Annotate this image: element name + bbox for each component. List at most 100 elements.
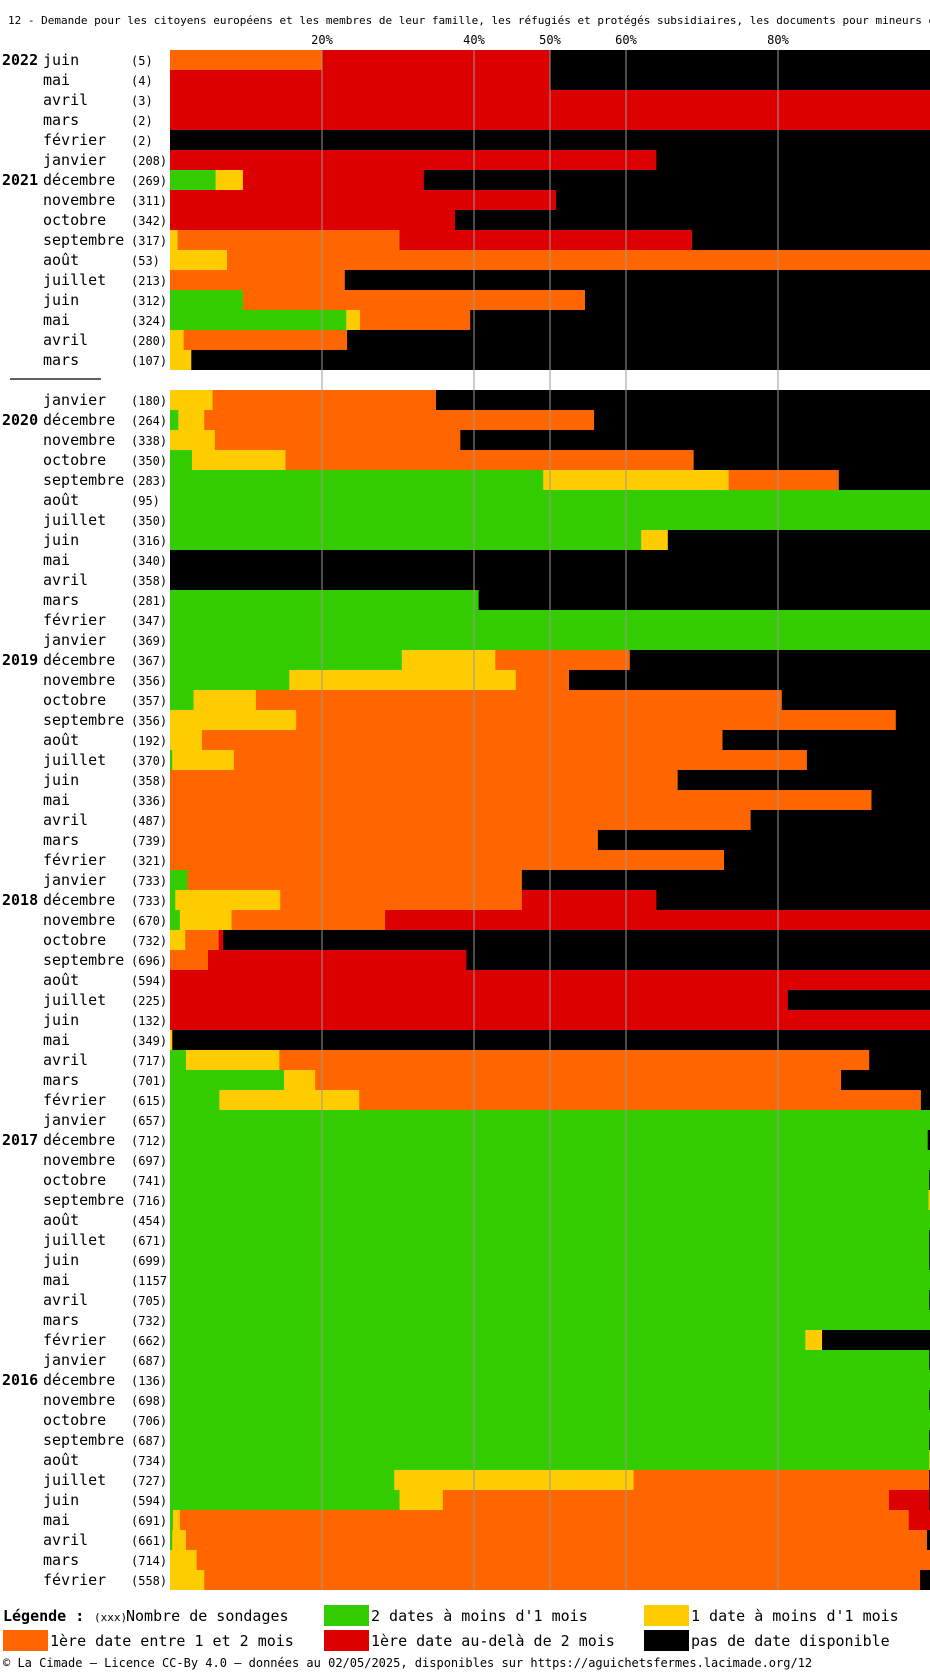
month-label: avril (43, 1531, 88, 1549)
legend-title: Légende : (3, 1607, 84, 1625)
bar-segment-black (838, 470, 930, 490)
bar-segment-black (478, 590, 930, 610)
bar-segment-yellow (805, 1330, 823, 1350)
bar-segment-yellow (175, 890, 281, 910)
x-tick-label: 20% (311, 33, 333, 47)
month-label: mars (43, 1551, 79, 1569)
bar-segment-orange (728, 470, 840, 490)
bar-segment-black (871, 790, 930, 810)
count-label: (733) (131, 874, 167, 888)
month-label: juin (43, 1251, 79, 1269)
bar-segment-orange (183, 330, 348, 350)
bar-segment-green (170, 1330, 806, 1350)
month-label: octobre (43, 1171, 106, 1189)
year-label: 2016 (2, 1371, 38, 1389)
bar-segment-orange (170, 830, 599, 850)
bar-segment-green (170, 170, 216, 190)
bar-segment-orange (315, 1070, 842, 1090)
bar-segment-yellow (172, 1530, 187, 1550)
month-label: novembre (43, 1151, 115, 1169)
count-label: (349) (131, 1034, 167, 1048)
bar-segment-green (170, 670, 290, 690)
bar-segment-red (385, 910, 930, 930)
bar-segment-yellow (170, 1030, 173, 1050)
bar-segment-orange (515, 670, 570, 690)
bar-segment-black (521, 870, 930, 890)
count-label: (213) (131, 274, 167, 288)
legend-label-orange: 1ère date entre 1 et 2 mois (50, 1632, 294, 1650)
bar-segment-black (722, 730, 930, 750)
bar-segment-orange (360, 310, 471, 330)
legend: Légende : (xxx) Nombre de sondages 2 dat… (3, 1605, 899, 1651)
count-label: (136) (131, 1374, 167, 1388)
count-label: (338) (131, 434, 167, 448)
x-tick-label: 60% (615, 33, 637, 47)
month-label: mars (43, 1311, 79, 1329)
bar-segment-yellow (394, 1470, 634, 1490)
month-label: mai (43, 71, 70, 89)
bar-segment-black (926, 1530, 930, 1550)
count-label: (699) (131, 1254, 167, 1268)
month-label: juillet (43, 751, 106, 769)
count-label: (53) (131, 254, 160, 268)
count-label: (225) (131, 994, 167, 1008)
bar-segment-black (460, 430, 930, 450)
count-label: (3) (131, 94, 153, 108)
bar-segment-orange (279, 1050, 870, 1070)
bar-segment-black (470, 310, 930, 330)
bar-segment-orange (442, 1490, 890, 1510)
legend-swatch-green (324, 1605, 369, 1626)
bar-segment-yellow (346, 310, 361, 330)
bar-segment-red (322, 50, 551, 70)
month-label: janvier (43, 151, 106, 169)
x-tick-labels: 20% 40% 50% 60% 80% (311, 33, 789, 47)
count-label: (706) (131, 1414, 167, 1428)
bar-segment-black (920, 1570, 930, 1590)
month-label: août (43, 1211, 79, 1229)
count-label: (487) (131, 814, 167, 828)
bar-segment-yellow (170, 930, 186, 950)
month-label: décembre (43, 1131, 115, 1149)
count-label: (687) (131, 1354, 167, 1368)
bar-segment-red (218, 930, 224, 950)
month-label: avril (43, 811, 88, 829)
bar-segment-yellow (170, 710, 297, 730)
bar-segment-black (550, 70, 930, 90)
bar-segment-orange (196, 1550, 930, 1570)
bar-segment-green (170, 650, 403, 670)
month-label: janvier (43, 1111, 106, 1129)
bar-segment-orange (359, 1090, 922, 1110)
month-label: juin (43, 51, 79, 69)
bar-segment-yellow (399, 1490, 444, 1510)
bar-segment-black (423, 170, 930, 190)
x-tick-label: 40% (463, 33, 485, 47)
count-label: (732) (131, 934, 167, 948)
count-label: (716) (131, 1194, 167, 1208)
bar-segment-red (242, 170, 425, 190)
count-label: (2) (131, 114, 153, 128)
count-label: (670) (131, 914, 167, 928)
bar-segment-black (172, 1030, 930, 1050)
bar-segment-green (170, 1470, 395, 1490)
bar-segment-green (170, 310, 347, 330)
bar-segment-yellow (928, 1190, 930, 1210)
year-label: 2021 (2, 171, 38, 189)
bar-segment-red (888, 1490, 930, 1510)
chart-title: 12 - Demande pour les citoyens européens… (8, 14, 930, 27)
bar-segment-yellow (170, 330, 185, 350)
bar-segment-black (822, 1330, 930, 1350)
bar-segment-red (170, 70, 551, 90)
bar-segment-orange (187, 870, 523, 890)
bar-segment-black (667, 530, 930, 550)
bar-segment-orange (212, 390, 437, 410)
bar-segment-orange (170, 270, 346, 290)
month-label: août (43, 731, 79, 749)
bar-segment-yellow (193, 690, 257, 710)
count-label: (336) (131, 794, 167, 808)
bar-segment-red (908, 1510, 930, 1530)
bar-segment-green (170, 1190, 929, 1210)
month-label: juillet (43, 1231, 106, 1249)
count-label: (697) (131, 1154, 167, 1168)
bar-segment-green (170, 1050, 187, 1070)
month-label: mai (43, 1271, 70, 1289)
